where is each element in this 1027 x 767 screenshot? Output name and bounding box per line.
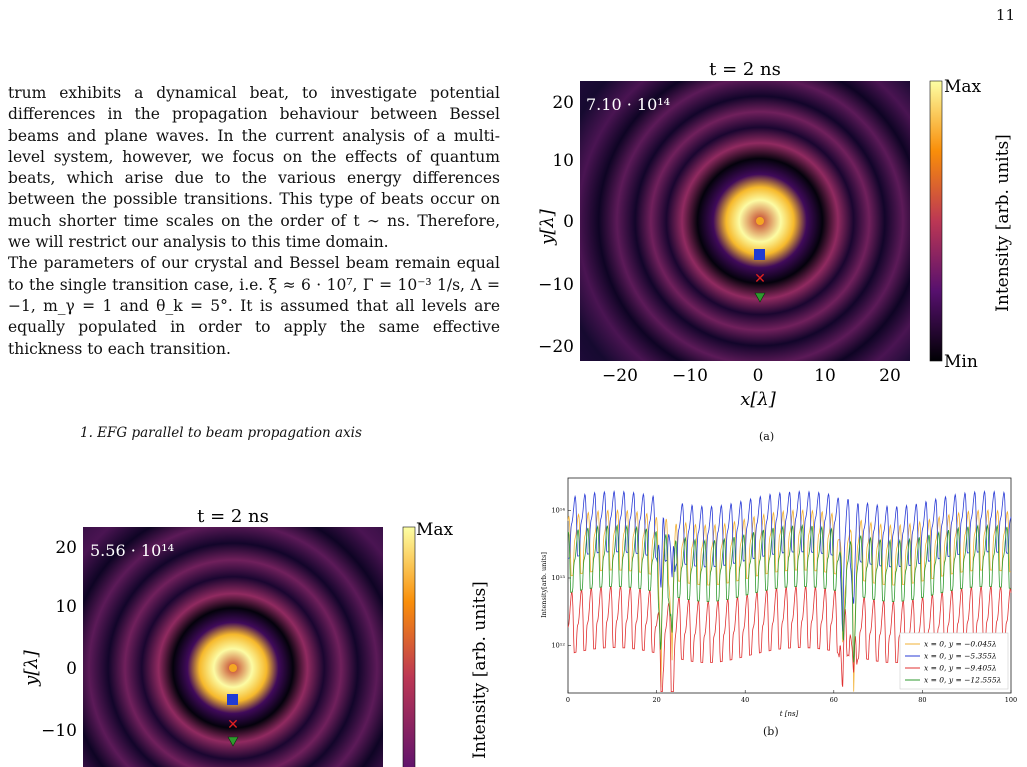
figure-c-ytick: 10 [55,597,77,617]
colorbar-c [402,526,416,767]
figure-a-ytick: 0 [563,212,574,232]
figure-a-ytick: 10 [552,151,574,171]
marker-blue-square-c [227,694,238,705]
marker-blue-square-a [754,249,765,260]
figure-a-xtick: 0 [753,366,764,386]
marker-red-x-c: ✕ [227,717,239,733]
marker-red-x-a: ✕ [754,271,766,287]
chart-b-xtick-label: 20 [652,696,660,704]
colorbar-c-label: Intensity [arb. units] [470,581,490,759]
chart-b-frame [567,477,1012,694]
figure-c-ytick: −10 [41,721,77,741]
figure-c-ylabel: y[λ] [21,649,42,687]
paragraph-1: trum exhibits a dynamical beat, to inves… [8,84,500,252]
figure-c-peak-label: 5.56 · 10¹⁴ [90,541,174,560]
figure-a-title: t = 2 ns [709,59,781,80]
marker-orange-circle-c [229,664,237,672]
figure-a-ytick: −10 [538,275,574,295]
figure-c-title: t = 2 ns [197,506,269,527]
figure-a-ytick: 20 [552,93,574,113]
figure-a-xtick: −20 [602,366,638,386]
chart-b-legend-label: x = 0, y = −9.405λ [924,664,997,673]
chart-b-series-line [567,524,1012,663]
subsection-heading: 1. EFG parallel to beam propagation axis [80,425,362,441]
figure-a-ytick: −20 [538,337,574,357]
colorbar-c-max: Max [416,520,454,540]
chart-b-xtick-label: 100 [1005,696,1017,704]
figure-a-xtick: −10 [672,366,708,386]
chart-b-legend-label: x = 0, y = −12.555λ [924,676,1002,685]
chart-b-legend-box [899,632,1009,690]
chart-b-xtick-label: 80 [918,696,926,704]
figure-a-xtick: 20 [879,366,901,386]
heatmap-a [580,81,910,361]
figure-c-ytick: 0 [66,659,77,679]
figure-a: ✕ t = 2 ns 7.10 · 10¹⁴ 20 10 0 −10 −20 −… [537,59,1013,410]
figure-a-peak-label: 7.10 · 10¹⁴ [586,95,670,114]
body-text: trum exhibits a dynamical beat, to inves… [8,83,500,360]
chart-b-xtick-label: 0 [566,696,570,704]
chart-b-ytick-label: 10¹⁴ [552,506,566,514]
colorbar-a [929,80,943,362]
chart-b-legend-label: x = 0, y = −5.355λ [924,652,997,661]
chart-b-xtick-label: 60 [830,696,838,704]
chart-b-xlabel: t [ns] [780,710,799,718]
paragraph-2: The parameters of our crystal and Bessel… [8,254,500,358]
chart-b-legend-label: x = 0, y = −0.045λ [924,640,997,649]
marker-green-triangle-a [754,292,766,303]
chart-b-xtick-label: 40 [741,696,749,704]
chart-b-legend: x = 0, y = −0.045λ x = 0, y = −5.355λ x = … [899,632,1009,690]
caption-b: (b) [763,725,779,738]
colorbar-a-max: Max [944,77,982,97]
chart-b-series-line [567,489,1012,632]
marker-orange-circle-a [756,217,764,225]
chart-b-ylabel: Intensity[arb. units] [540,552,548,618]
page-number: 11 [995,6,1015,24]
chart-b-ytick-label: 10¹² [552,642,566,650]
colorbar-a-min: Min [944,352,978,372]
chart-b-ytick-label: 10¹³ [552,574,566,582]
figure-a-xlabel: x[λ] [740,389,777,410]
colorbar-a-label: Intensity [arb. units] [993,134,1013,312]
figure-a-xtick: 10 [814,366,836,386]
figure-b-chart: 0 20 40 60 80 100 10¹² 10¹³ 10¹⁴ t [ns] Intensit… [540,477,1017,718]
figure-c: ✕ t = 2 ns 5.56 · 10¹⁴ 20 10 0 −10 y[λ] … [21,506,490,767]
figure-c-ytick: 20 [55,538,77,558]
marker-green-triangle-c [227,736,239,747]
figure-a-ylabel: y[λ] [537,208,558,246]
caption-a: (a) [759,430,775,443]
heatmap-c [83,527,383,767]
